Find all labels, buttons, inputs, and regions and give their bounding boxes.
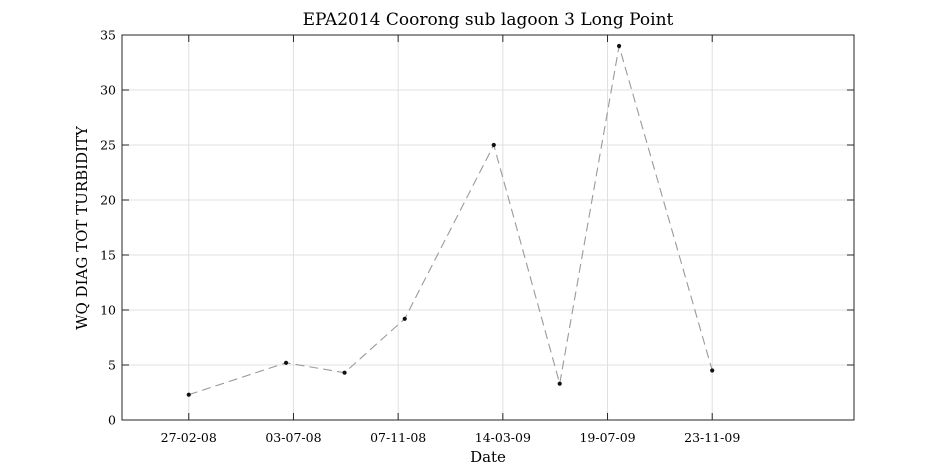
x-axis-label: Date (470, 448, 506, 466)
data-point (616, 43, 622, 49)
y-tick-label: 35 (100, 28, 116, 43)
data-point (342, 370, 347, 375)
x-tick-label: 14-03-09 (475, 430, 531, 445)
chart-title: EPA2014 Coorong sub lagoon 3 Long Point (303, 10, 674, 30)
x-tick-label: 23-11-09 (684, 430, 740, 445)
y-axis-label: WQ DIAG TOT TURBIDITY (73, 125, 91, 330)
plot-frame (121, 34, 855, 421)
grid-lines (122, 34, 854, 421)
x-tick-label: 03-07-08 (265, 430, 321, 445)
data-point (186, 392, 191, 397)
axis-ticks: 0 5 10 15 20 25 30 35 27-02-08 03-07-08 07-11-08 14… (100, 28, 854, 445)
data-point (402, 316, 407, 321)
y-tick-label: 0 (108, 413, 116, 428)
x-tick-label: 27-02-08 (161, 430, 217, 445)
data-point (710, 368, 715, 373)
x-tick-label: 19-07-09 (579, 430, 635, 445)
y-tick-label: 10 (100, 303, 116, 318)
y-tick-label: 25 (100, 138, 116, 153)
data-point (557, 381, 562, 386)
x-tick-label: 07-11-08 (370, 430, 426, 445)
y-tick-label: 15 (100, 248, 116, 263)
data-series (186, 43, 715, 397)
series-line (188, 45, 713, 396)
data-point (283, 360, 289, 365)
y-tick-label: 20 (100, 193, 116, 208)
y-tick-label: 5 (108, 358, 116, 373)
data-point (491, 142, 496, 148)
y-tick-label: 30 (100, 83, 116, 98)
